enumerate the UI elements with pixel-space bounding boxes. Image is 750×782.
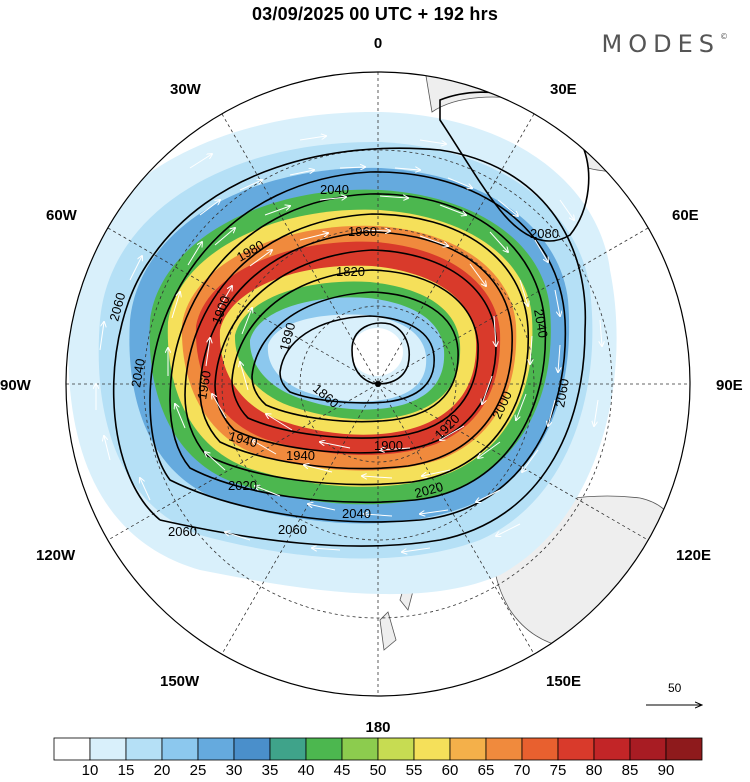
longitude-labels: 0 180 90W 90E 30W 60W 30E 60E 120W 150W … (0, 35, 743, 736)
colorbar-label: 85 (621, 762, 639, 779)
colorbar-swatch (665, 737, 703, 761)
modes-logo: MODES© (601, 30, 728, 58)
colorbar-label: 75 (549, 762, 567, 779)
map-title: 03/09/2025 00 UTC + 192 hrs (251, 4, 499, 24)
contour-label: 1960 (194, 369, 214, 400)
colorbar-label: 50 (369, 762, 387, 779)
colorbar-label: 70 (513, 762, 531, 779)
colorbar-label: 20 (153, 762, 171, 779)
lon-label-60e: 60E (672, 207, 699, 224)
colorbar-swatch (449, 737, 487, 761)
colorbar-label: 65 (477, 762, 495, 779)
map-disk: 2040 2080 1960 1980 1820 2060 2040 1890 … (66, 72, 690, 696)
colorbar-swatch (485, 737, 523, 761)
colorbar-label: 80 (585, 762, 603, 779)
colorbar-swatch (521, 737, 559, 761)
lon-label-150w: 150W (160, 673, 200, 690)
lon-label-90e: 90E (716, 377, 743, 394)
colorbar-swatch (593, 737, 631, 761)
lon-label-120e: 120E (676, 547, 711, 564)
colorbar-swatch (125, 737, 163, 761)
colorbar-label: 15 (117, 762, 135, 779)
contour-label: 2080 (530, 226, 559, 241)
lon-label-30e: 30E (550, 81, 577, 98)
colorbar-swatch (53, 737, 91, 761)
contour-label: 2040 (128, 357, 148, 388)
south-pole-marker (375, 381, 381, 387)
contour-label: 2040 (320, 182, 349, 197)
colorbar-swatch (197, 737, 235, 761)
colorbar-label: 30 (225, 762, 243, 779)
colorbar-label: 55 (405, 762, 423, 779)
colorbar-label: 60 (441, 762, 459, 779)
colorbar-label: 40 (297, 762, 315, 779)
contour-2020 (169, 193, 547, 504)
colorbar-label: 35 (261, 762, 279, 779)
contour-label: 2020 (228, 478, 257, 493)
contour-label: 1900 (374, 438, 403, 453)
contour-label: 1940 (286, 448, 315, 463)
colorbar-label: 45 (333, 762, 351, 779)
lon-label-90w: 90W (0, 377, 32, 394)
height-contours (112, 91, 590, 547)
colorbar-label: 90 (657, 762, 675, 779)
lon-label-60w: 60W (46, 207, 78, 224)
colorbar-swatch (89, 737, 127, 761)
lon-label-180: 180 (365, 719, 390, 736)
colorbar-swatch (233, 737, 271, 761)
lon-label-150e: 150E (546, 673, 581, 690)
contour-label: 1890 (276, 321, 298, 353)
colorbar-swatch (557, 737, 595, 761)
lon-label-30w: 30W (170, 81, 202, 98)
colorbar-swatch (341, 737, 379, 761)
contour-label: 2060 (552, 377, 572, 408)
contour-label: 2020 (413, 479, 445, 501)
contour-label: 2060 (278, 522, 307, 537)
colorbar-swatch (629, 737, 667, 761)
colorbar-swatch (305, 737, 343, 761)
map-boundary (65, 71, 691, 697)
contour-label: 2060 (106, 291, 128, 323)
contour-label: 2060 (168, 524, 197, 539)
contour-2040 (149, 171, 567, 523)
pole-white (351, 328, 403, 376)
wind-speed-shading (68, 111, 617, 595)
contour-label: 2040 (342, 506, 371, 521)
colorbar-swatch (269, 737, 307, 761)
contour-label: 2040 (531, 308, 551, 339)
colorbar-swatch (413, 737, 451, 761)
colorbar (53, 737, 703, 761)
colorbar-swatch (161, 737, 199, 761)
contour-label: 1960 (348, 224, 377, 239)
contour-1820 (351, 322, 410, 385)
contour-2060 (112, 147, 587, 547)
colorbar-label: 10 (81, 762, 99, 779)
wind-vectors (96, 136, 602, 552)
colorbar-label: 25 (189, 762, 207, 779)
lon-label-120w: 120W (36, 547, 76, 564)
contour-label: 1940 (227, 428, 259, 450)
colorbar-swatch (377, 737, 415, 761)
reference-vector-label: 50 (668, 681, 682, 695)
contour-label: 1820 (336, 264, 365, 279)
lon-label-0: 0 (374, 35, 382, 52)
reference-vector: 50 (646, 681, 702, 705)
